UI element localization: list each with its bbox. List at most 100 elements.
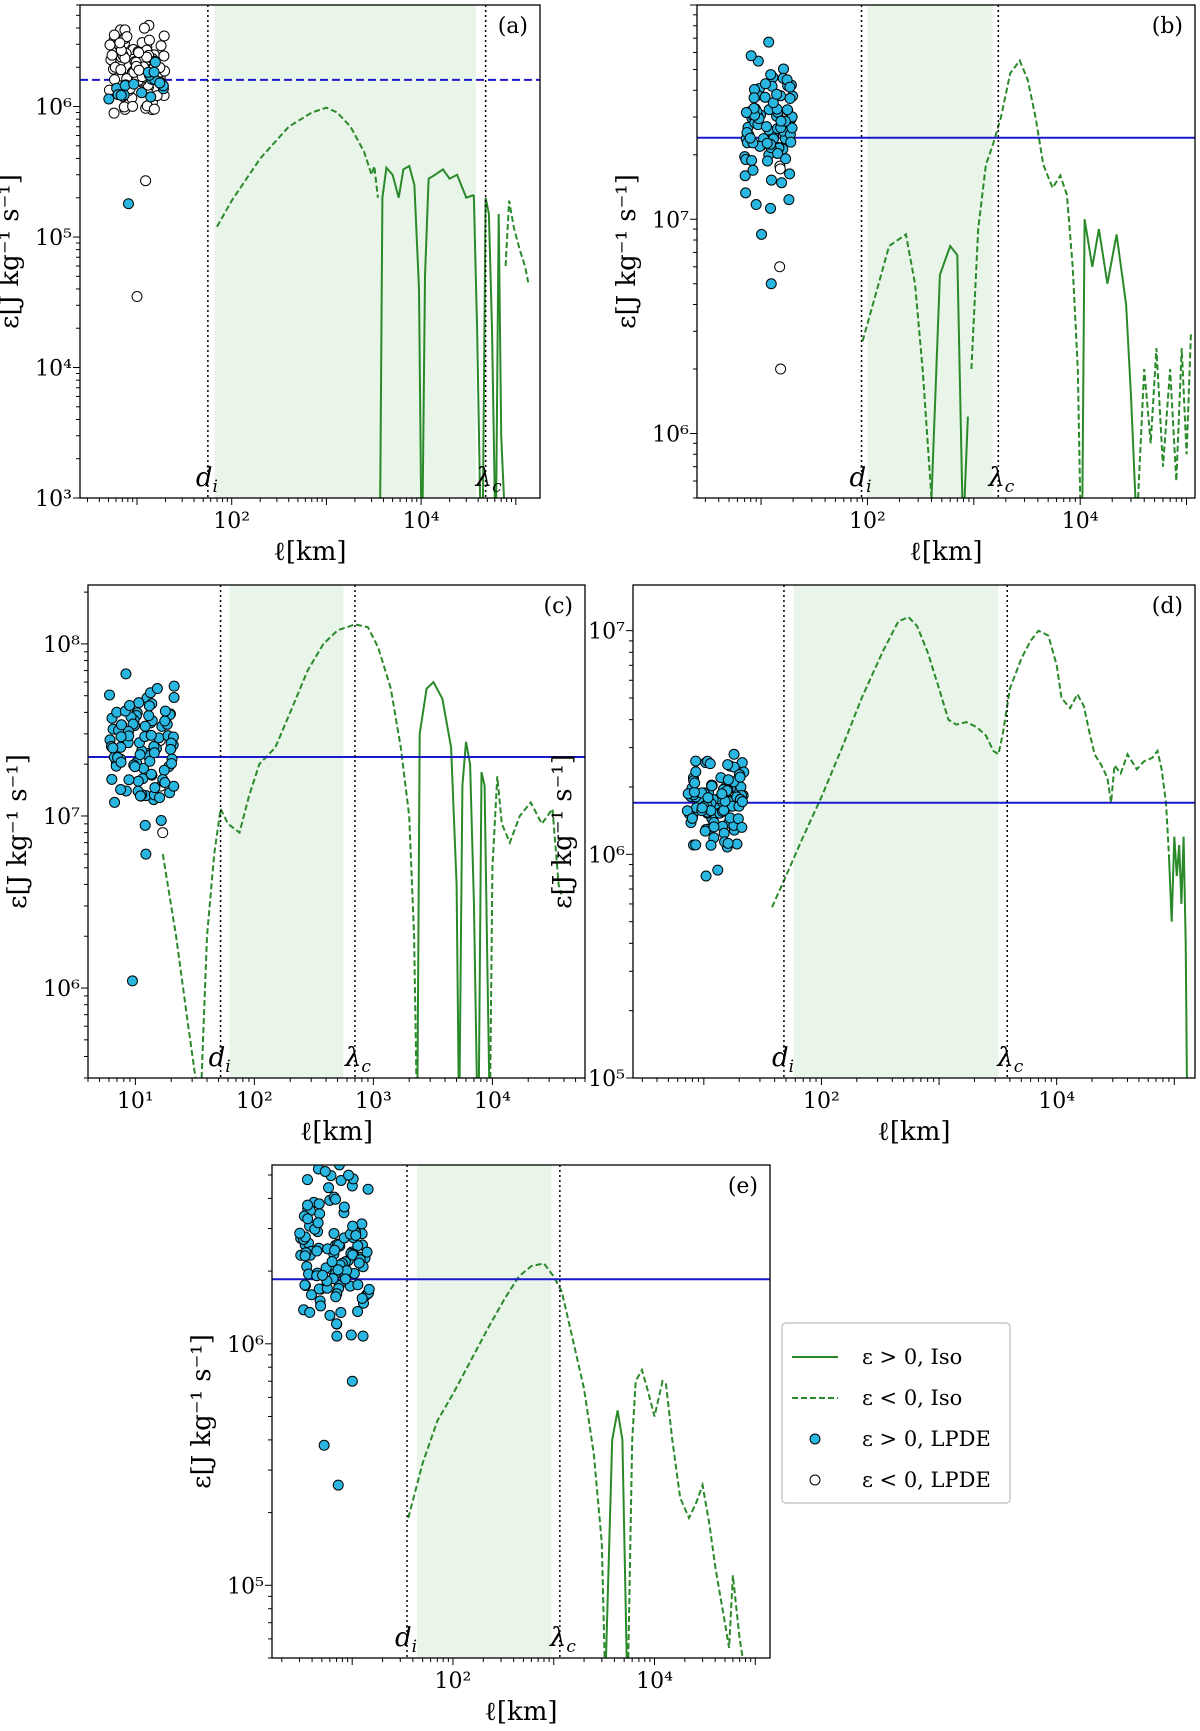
lpde-positive-point — [783, 194, 795, 206]
lpde-positive-point — [775, 115, 787, 127]
lpde-positive-point — [761, 155, 773, 167]
x-axis-label: ℓ[km] — [909, 537, 982, 567]
panel-a: di λc 10² 10⁴ 10³ 10⁴ 10⁵ 10⁶ ℓ[km] ε[J kg⁻¹ s⁻¹]… — [0, 4, 541, 567]
lpde-positive-point — [311, 1245, 323, 1257]
iso-line-solid — [482, 197, 496, 498]
lpde-positive-point — [771, 88, 783, 100]
lpde-negative-point — [158, 30, 170, 42]
lpde-positive-point — [681, 805, 693, 817]
x-tick-label: 10⁴ — [1038, 1089, 1075, 1114]
lpde-positive-point — [330, 1193, 342, 1205]
x-tick-label: 10⁴ — [403, 509, 440, 534]
iso-line-solid — [472, 194, 482, 498]
lpde-positive-point — [144, 755, 156, 767]
plot-area — [88, 623, 585, 1078]
lpde-positive-point — [109, 796, 121, 808]
panel-c: di λc 10¹ 10² 10³ 10⁴ 10⁶ 10⁷ 10⁸ ℓ[km] ε[J kg⁻¹ s… — [3, 584, 586, 1147]
lpde-positive-point — [759, 78, 771, 90]
lpde-positive-point — [722, 837, 734, 849]
lpde-positive-point — [772, 147, 784, 159]
lpde-positive-point — [362, 1183, 374, 1195]
lpde-positive-point — [318, 1439, 330, 1451]
lpde-negative-point — [106, 49, 118, 61]
lpde-positive-point — [716, 788, 728, 800]
di-label: di — [395, 1623, 417, 1657]
lpde-positive-point — [159, 777, 171, 789]
legend-label: ε > 0, Iso — [862, 1345, 962, 1369]
lpde-positive-point — [352, 1279, 364, 1291]
lpde-negative-point — [157, 827, 169, 839]
lpde-positive-point — [148, 66, 160, 78]
lpde-positive-point — [722, 759, 734, 771]
lpde-positive-point — [700, 870, 712, 882]
lpde-positive-point — [352, 1305, 364, 1317]
iso-line-solid — [379, 164, 423, 498]
lpde-positive-point — [155, 814, 167, 826]
iso-line-dashed — [771, 615, 1170, 908]
iso-line-dashed — [1137, 331, 1192, 498]
x-tick-label: 10⁴ — [636, 1669, 673, 1694]
lpde-negative-point — [114, 37, 126, 49]
x-tick-label: 10² — [213, 509, 250, 534]
lpde-negative-point — [127, 100, 139, 112]
x-tick-label: 10³ — [355, 1089, 392, 1114]
y-tick-label: 10⁶ — [43, 977, 80, 1002]
lpde-positive-point — [704, 758, 716, 770]
lpde-positive-point — [345, 1329, 357, 1341]
lpde-positive-point — [784, 93, 796, 105]
iso-line-dashed — [407, 1262, 606, 1658]
lambda-c-label: λc — [996, 1043, 1023, 1077]
lpde-positive-point — [315, 1300, 327, 1312]
panel-label: (b) — [1152, 14, 1183, 39]
lpde-positive-point — [781, 104, 793, 116]
lpde-positive-point — [154, 792, 166, 804]
iso-line-solid — [416, 680, 460, 1078]
lpde-positive-point — [712, 864, 724, 876]
lpde-positive-point — [143, 710, 155, 722]
lpde-positive-point — [750, 199, 762, 211]
y-axis-label: ε[J kg⁻¹ s⁻¹] — [3, 754, 33, 909]
x-axis-label: ℓ[km] — [877, 1117, 950, 1147]
lpde-positive-point — [294, 1227, 306, 1239]
legend-swatch-open — [809, 1474, 821, 1486]
lpde-positive-point — [350, 1229, 362, 1241]
lpde-positive-point — [312, 1217, 324, 1229]
lpde-positive-point — [149, 782, 161, 794]
lpde-positive-point — [145, 91, 157, 103]
y-axis-label: ε[J kg⁻¹ s⁻¹] — [548, 754, 578, 909]
lpde-negative-point — [108, 29, 120, 41]
lpde-positive-point — [323, 1182, 335, 1194]
lpde-positive-point — [778, 63, 790, 75]
lpde-negative-point — [104, 39, 116, 51]
lpde-positive-point — [784, 168, 796, 180]
lpde-positive-point — [708, 821, 720, 833]
lpde-positive-point — [159, 715, 171, 727]
lpde-positive-point — [331, 1330, 343, 1342]
lpde-positive-point — [765, 278, 777, 290]
panel-label: (a) — [498, 14, 528, 39]
lpde-positive-point — [745, 50, 757, 62]
iso-line-dashed — [504, 200, 530, 283]
iso-line-solid — [605, 1410, 628, 1658]
lpde-positive-point — [115, 719, 127, 731]
legend-frame — [781, 1322, 1011, 1504]
lpde-positive-point — [148, 747, 160, 759]
lpde-positive-point — [301, 1174, 313, 1186]
lpde-positive-point — [299, 1250, 311, 1262]
lpde-negative-point — [133, 47, 145, 59]
lpde-positive-point — [168, 680, 180, 692]
lpde-positive-point — [744, 132, 756, 144]
lpde-negative-point — [774, 261, 786, 273]
lpde-positive-point — [304, 1306, 316, 1318]
legend: ε > 0, Iso ε < 0, Iso ε > 0, LPDE ε < 0, LP… — [781, 1322, 1011, 1504]
lpde-positive-point — [123, 774, 135, 786]
y-tick-label: 10³ — [35, 487, 72, 512]
lpde-negative-point — [158, 50, 170, 62]
x-tick-label: 10⁴ — [474, 1089, 511, 1114]
lpde-positive-point — [739, 170, 751, 182]
y-tick-label: 10⁵ — [35, 226, 72, 251]
lpde-positive-point — [740, 187, 752, 199]
panel-e: di λc 10² 10⁴ 10⁵ 10⁶ ℓ[km] ε[J kg⁻¹ s⁻¹] (e) — [187, 1164, 771, 1727]
shaded-region — [229, 585, 344, 1078]
